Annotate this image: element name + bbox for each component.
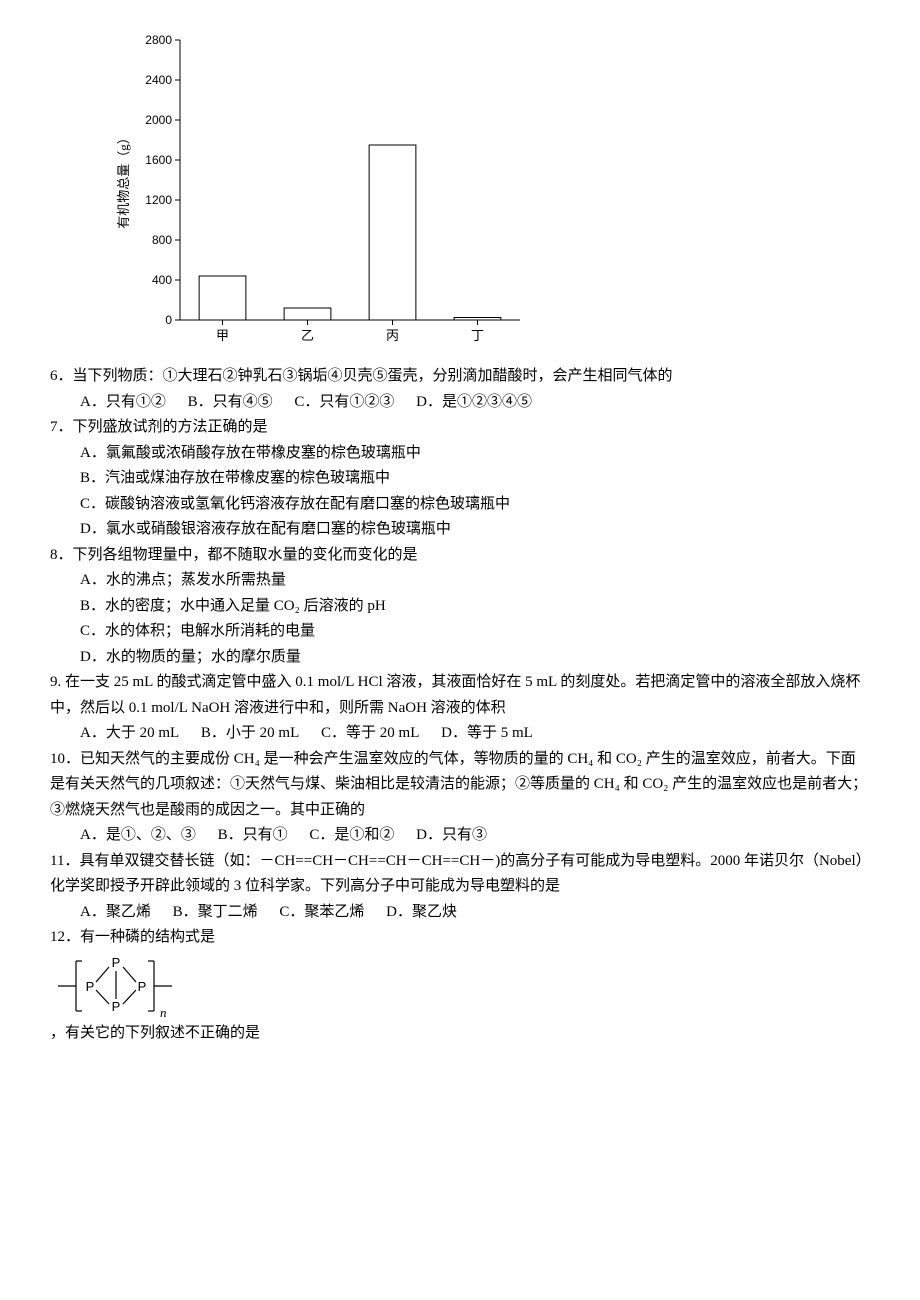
q11-opt-d: D．聚乙炔 — [386, 900, 457, 926]
q10-options: A．是①、②、③ B．只有① C．是①和② D．只有③ — [80, 823, 870, 849]
svg-text:乙: 乙 — [301, 328, 314, 343]
q7-opt-a: A．氯氟酸或浓硝酸存放在带橡皮塞的棕色玻璃瓶中 — [80, 441, 870, 467]
q9-opt-c: C．等于 20 mL — [321, 721, 419, 747]
svg-text:1200: 1200 — [145, 193, 172, 207]
q12-pre: 12．有一种磷的结构式是 — [50, 929, 215, 945]
svg-text:P: P — [112, 999, 121, 1014]
q7-opt-c: C．碳酸钠溶液或氢氧化钙溶液存放在配有磨口塞的棕色玻璃瓶中 — [80, 492, 870, 518]
q8-opt-d: D．水的物质的量；水的摩尔质量 — [80, 645, 870, 671]
svg-text:2000: 2000 — [145, 113, 172, 127]
q8-opt-c: C．水的体积；电解水所消耗的电量 — [80, 619, 870, 645]
q9-opt-b: B．小于 20 mL — [201, 721, 299, 747]
q7-opt-b: B．汽油或煤油存放在带橡皮塞的棕色玻璃瓶中 — [80, 466, 870, 492]
q12-post: ，有关它的下列叙述不正确的是 — [50, 1025, 260, 1041]
q6-text: 6．当下列物质：①大理石②钟乳石③锅垢④贝壳⑤蛋壳，分别滴加醋酸时，会产生相同气… — [50, 364, 870, 390]
q9-opt-a: A．大于 20 mL — [80, 721, 179, 747]
q6-options: A．只有①② B．只有④⑤ C．只有①②③ D．是①②③④⑤ — [80, 390, 870, 416]
q11-opt-b: B．聚丁二烯 — [173, 900, 258, 926]
q11-options: A．聚乙烯 B．聚丁二烯 C．聚苯乙烯 D．聚乙炔 — [80, 900, 870, 926]
q8-text: 8．下列各组物理量中，都不随取水量的变化而变化的是 — [50, 543, 870, 569]
q8-opt-b: B．水的密度；水中通入足量 CO₂ 后溶液的 pH — [80, 594, 870, 620]
svg-text:0: 0 — [165, 313, 172, 327]
organic-matter-chart: 0 400 800 1200 1600 2000 2400 2800 有机物总量（g） 甲 乙 丙 丁 — [110, 30, 870, 360]
svg-text:2800: 2800 — [145, 33, 172, 47]
svg-text:n: n — [160, 1005, 167, 1020]
q9-options: A．大于 20 mL B．小于 20 mL C．等于 20 mL D．等于 5 … — [80, 721, 870, 747]
svg-text:P: P — [86, 979, 95, 994]
q6-opt-b: B．只有④⑤ — [188, 390, 273, 416]
svg-text:2400: 2400 — [145, 73, 172, 87]
q10-opt-c: C．是①和② — [309, 823, 394, 849]
svg-text:丙: 丙 — [386, 328, 399, 343]
q10-opt-b: B．只有① — [218, 823, 288, 849]
svg-text:400: 400 — [152, 273, 172, 287]
q10-opt-d: D．只有③ — [416, 823, 487, 849]
q7-opt-d: D．氯水或硝酸银溶液存放在配有磨口塞的棕色玻璃瓶中 — [80, 517, 870, 543]
phosphorus-structure-icon: P P P Pn — [54, 951, 184, 1021]
chart-svg: 0 400 800 1200 1600 2000 2400 2800 有机物总量（g） 甲 乙 丙 丁 — [110, 30, 530, 360]
svg-text:P: P — [112, 955, 121, 970]
q6-opt-a: A．只有①② — [80, 390, 166, 416]
svg-text:800: 800 — [152, 233, 172, 247]
q8-opt-a: A．水的沸点；蒸发水所需热量 — [80, 568, 870, 594]
q6-opt-c: C．只有①②③ — [294, 390, 394, 416]
svg-text:P: P — [138, 979, 147, 994]
q9-text: 9. 在一支 25 mL 的酸式滴定管中盛入 0.1 mol/L HCl 溶液，… — [50, 670, 870, 721]
svg-text:甲: 甲 — [216, 328, 229, 343]
q11-opt-c: C．聚苯乙烯 — [279, 900, 364, 926]
q11-text: 11．具有单双键交替长链（如：－CH==CH－CH==CH－CH==CH－)的高… — [50, 849, 870, 900]
q7-text: 7．下列盛放试剂的方法正确的是 — [50, 415, 870, 441]
q10-opt-a: A．是①、②、③ — [80, 823, 196, 849]
q10-text: 10．已知天然气的主要成份 CH₄ 是一种会产生温室效应的气体，等物质的量的 C… — [50, 747, 870, 824]
q9-opt-d: D．等于 5 mL — [441, 721, 533, 747]
svg-text:1600: 1600 — [145, 153, 172, 167]
q6-opt-d: D．是①②③④⑤ — [416, 390, 532, 416]
q11-opt-a: A．聚乙烯 — [80, 900, 151, 926]
svg-text:丁: 丁 — [471, 328, 484, 343]
svg-text:有机物总量（g）: 有机物总量（g） — [116, 131, 131, 229]
q12-line: 12．有一种磷的结构式是 P P P Pn ，有关它的下列叙述不正确的是 — [50, 925, 870, 1046]
